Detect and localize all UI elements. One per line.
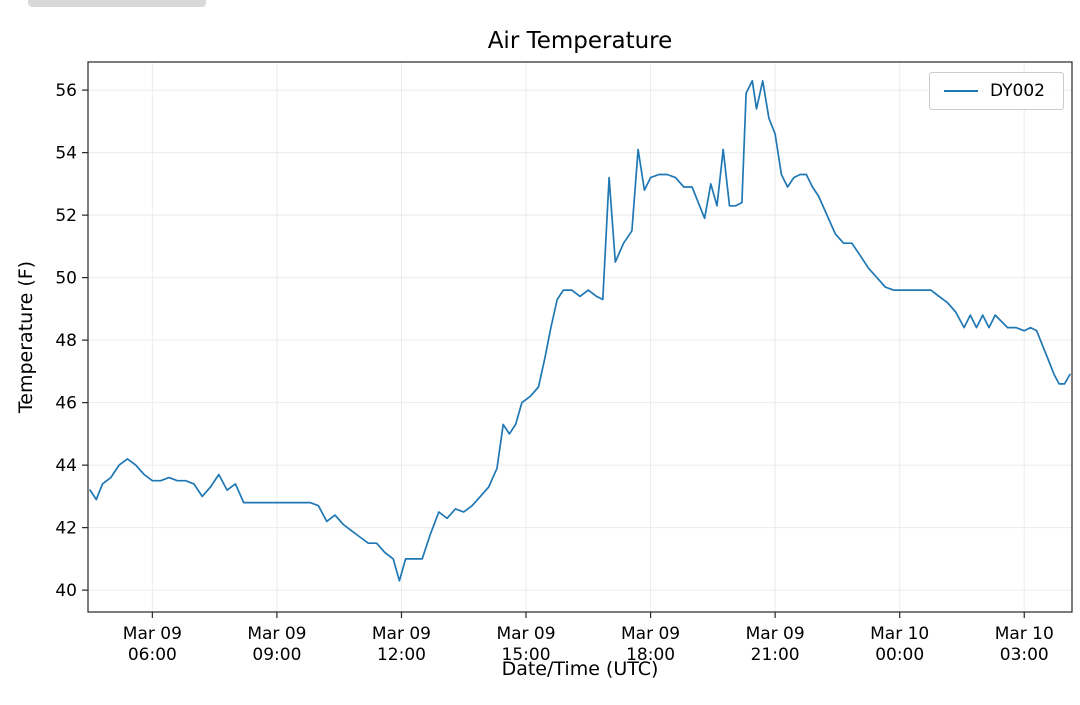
temperature-line	[89, 79, 1071, 582]
svg-text:Mar 10: Mar 10	[995, 624, 1054, 644]
gridlines	[88, 62, 1072, 612]
svg-text:Mar 09: Mar 09	[372, 624, 431, 644]
svg-text:18:00: 18:00	[626, 645, 675, 665]
legend: DY002	[929, 72, 1064, 110]
y-tick-labels: 40 42 44 46 48 50 52 54 56	[55, 81, 88, 601]
svg-text:54: 54	[55, 144, 77, 164]
x-axis-label: Date/Time (UTC)	[501, 658, 659, 680]
svg-text:52: 52	[55, 206, 77, 226]
svg-text:56: 56	[55, 81, 77, 101]
svg-text:06:00: 06:00	[128, 645, 177, 665]
legend-label: DY002	[990, 81, 1045, 101]
svg-text:21:00: 21:00	[751, 645, 800, 665]
svg-text:03:00: 03:00	[1000, 645, 1049, 665]
svg-text:40: 40	[55, 581, 77, 601]
svg-text:50: 50	[55, 269, 77, 289]
svg-text:09:00: 09:00	[252, 645, 301, 665]
axes-border	[87, 61, 1073, 613]
svg-text:Mar 09: Mar 09	[247, 624, 306, 644]
y-axis-label: Temperature (F)	[15, 260, 37, 414]
svg-text:46: 46	[55, 394, 77, 414]
svg-text:Mar 09: Mar 09	[746, 624, 805, 644]
svg-text:Mar 09: Mar 09	[496, 624, 555, 644]
window-fragment	[28, 0, 206, 7]
svg-text:44: 44	[55, 456, 77, 476]
svg-text:00:00: 00:00	[875, 645, 924, 665]
svg-text:12:00: 12:00	[377, 645, 426, 665]
svg-text:Mar 09: Mar 09	[621, 624, 680, 644]
svg-text:Mar 10: Mar 10	[870, 624, 929, 644]
svg-text:42: 42	[55, 519, 77, 539]
chart-title: Air Temperature	[487, 28, 673, 54]
svg-text:48: 48	[55, 331, 77, 351]
svg-text:15:00: 15:00	[502, 645, 551, 665]
legend-line-sample	[944, 90, 978, 92]
svg-text:Mar 09: Mar 09	[123, 624, 182, 644]
